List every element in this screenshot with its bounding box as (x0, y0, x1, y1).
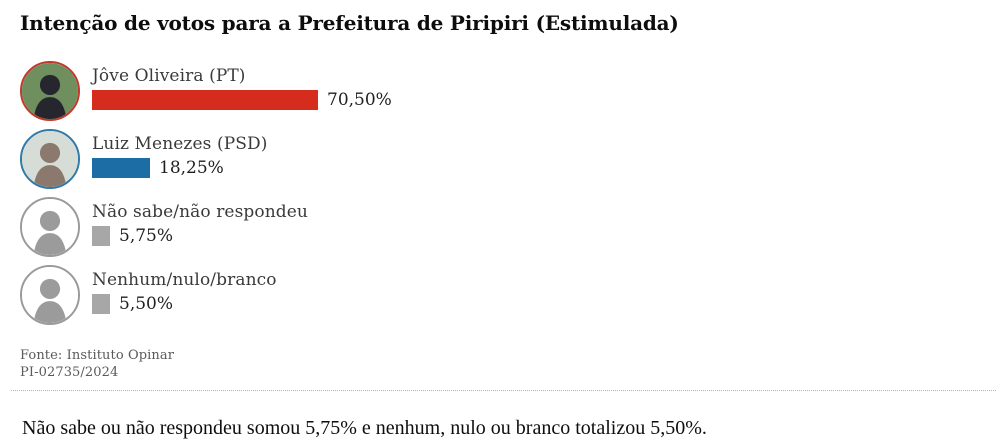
candidate-row: Jôve Oliveira (PT) 70,50% (20, 61, 976, 121)
divider (11, 390, 996, 391)
person-silhouette-icon (22, 131, 78, 187)
source-line: Fonte: Instituto Opinar (20, 348, 175, 363)
candidate-row: Nenhum/nulo/branco 5,50% (20, 265, 976, 325)
survey-id: PI-02735/2024 (20, 365, 119, 380)
person-silhouette-icon (22, 63, 78, 119)
vote-bar (92, 226, 110, 246)
bar-line: 70,50% (92, 90, 392, 110)
page-title: Intenção de votos para a Prefeitura de P… (20, 11, 679, 35)
avatar (20, 129, 80, 189)
vote-bar (92, 90, 318, 110)
source-block: Fonte: Instituto Opinar PI-02735/2024 (20, 347, 976, 381)
vote-bar (92, 294, 110, 314)
bar-line: 5,75% (92, 226, 308, 246)
candidate-name: Luiz Menezes (PSD) (92, 134, 268, 154)
vote-percentage: 70,50% (327, 90, 392, 110)
bar-line: 18,25% (92, 158, 267, 178)
candidate-name: Não sabe/não respondeu (92, 202, 308, 222)
candidate-row: Luiz Menezes (PSD) 18,25% (20, 129, 976, 189)
person-silhouette-icon (22, 267, 78, 323)
vote-bar (92, 158, 150, 178)
candidate-rows: Jôve Oliveira (PT) 70,50% Luiz Menezes (… (20, 61, 976, 325)
avatar (20, 61, 80, 121)
vote-percentage: 18,25% (159, 158, 224, 178)
person-silhouette-icon (22, 199, 78, 255)
bar-line: 5,50% (92, 294, 277, 314)
candidate-name: Nenhum/nulo/branco (92, 270, 277, 290)
vote-percentage: 5,50% (119, 294, 174, 314)
avatar (20, 265, 80, 325)
candidate-name: Jôve Oliveira (PT) (92, 66, 246, 86)
avatar (20, 197, 80, 257)
note-text: Não sabe ou não respondeu somou 5,75% e … (22, 417, 707, 439)
vote-percentage: 5,75% (119, 226, 174, 246)
candidate-row: Não sabe/não respondeu 5,75% (20, 197, 976, 257)
